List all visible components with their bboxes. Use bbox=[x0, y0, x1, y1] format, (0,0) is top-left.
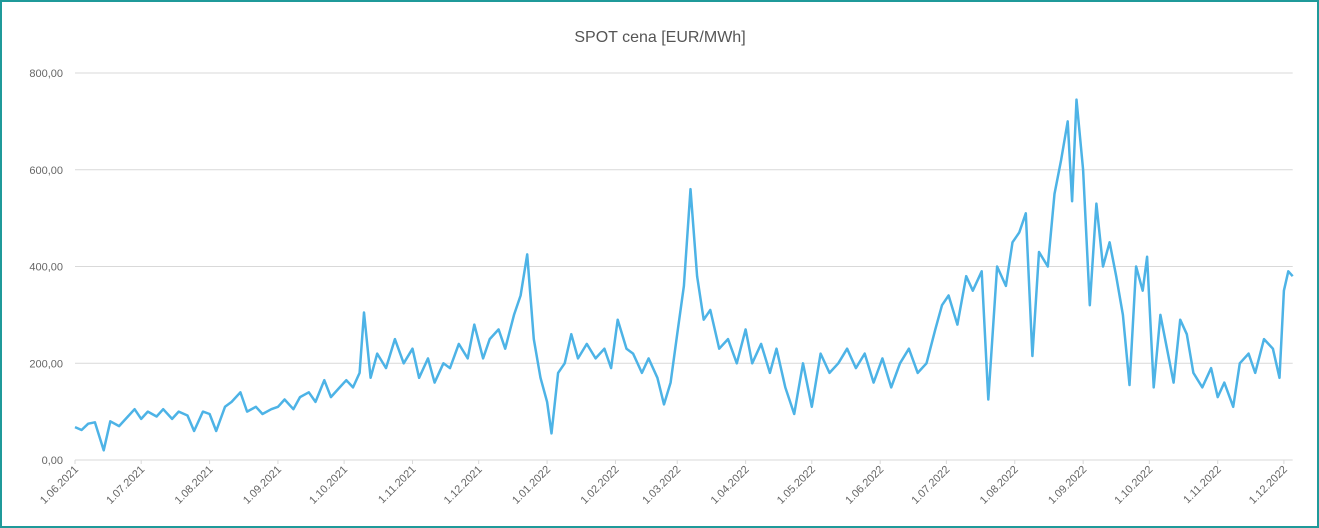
data-line bbox=[74, 98, 1294, 452]
y-tick-label: 400,00 bbox=[29, 262, 63, 274]
y-tick-label: 0,00 bbox=[42, 455, 63, 467]
y-tick-label: 200,00 bbox=[29, 358, 63, 370]
y-tick-label: 800,00 bbox=[29, 68, 63, 80]
chart-title: SPOT cena [EUR/MWh] bbox=[574, 29, 745, 46]
y-tick-label: 600,00 bbox=[29, 165, 63, 177]
